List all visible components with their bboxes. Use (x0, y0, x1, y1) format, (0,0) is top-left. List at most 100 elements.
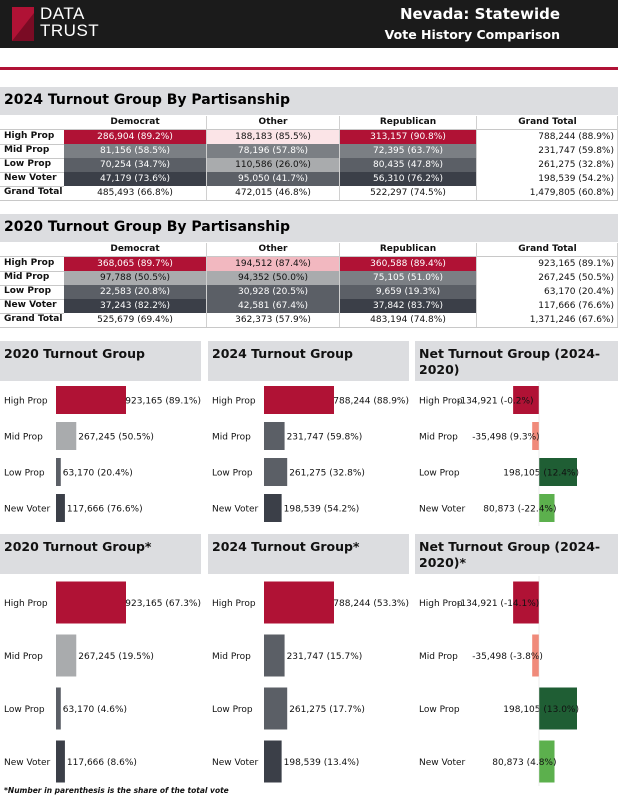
category-label: High Prop (419, 397, 463, 407)
column-divider (476, 243, 477, 327)
category-label: Low Prop (212, 469, 253, 479)
category-label: High Prop (4, 397, 48, 407)
table-cell: 30,928 (20.5%) (207, 285, 339, 299)
column-header: Democrat (110, 244, 160, 254)
panel-2020-share-title: 2020 Turnout Group* (0, 534, 201, 574)
data-label: 198,105 (12.4%) (503, 469, 579, 479)
panel-net-share-title: Net Turnout Group (2024-2020)* (415, 534, 618, 574)
bar (56, 687, 61, 730)
table-cell: 198,539 (54.2%) (477, 172, 618, 186)
bar (56, 386, 126, 414)
row-label: Grand Total (4, 187, 63, 197)
category-label: High Prop (419, 599, 463, 609)
bar (539, 687, 577, 730)
table-cell: 9,659 (19.3%) (340, 285, 476, 299)
table-cell: 261,275 (32.8%) (477, 158, 618, 172)
footnote: *Number in parenthesis is the share of t… (4, 786, 229, 795)
data-label: -35,498 (-3.8%) (472, 652, 543, 662)
table-cell: 110,586 (26.0%) (207, 158, 339, 172)
data-label: 923,165 (89.1%) (125, 397, 201, 407)
bar (56, 740, 65, 783)
data-label: -35,498 (9.3%) (472, 433, 540, 443)
table-cell: 75,105 (51.0%) (340, 271, 476, 285)
category-label: Mid Prop (419, 652, 458, 662)
bar (56, 422, 77, 450)
table-cell: 923,165 (89.1%) (477, 257, 618, 271)
category-label: New Voter (419, 505, 466, 515)
category-label: New Voter (4, 758, 51, 768)
table-cell: 42,581 (67.4%) (207, 299, 339, 313)
table-cell: 94,352 (50.0%) (207, 271, 339, 285)
table-2020-title: 2020 Turnout Group By Partisanship (0, 214, 618, 242)
category-label: New Voter (212, 505, 259, 515)
panel-2024-share-title: 2024 Turnout Group* (208, 534, 409, 574)
data-label: 923,165 (67.3%) (125, 599, 201, 609)
table-cell: 95,050 (41.7%) (207, 172, 339, 186)
logo-line-2: TRUST (40, 21, 100, 40)
bar (56, 458, 61, 486)
bar (264, 422, 285, 450)
table-cell: 70,254 (34.7%) (64, 158, 206, 172)
column-divider (476, 116, 477, 200)
data-label: -134,921 (-14.1%) (457, 599, 539, 609)
table-cell: 56,310 (76.2%) (340, 172, 476, 186)
column-header: Grand Total (518, 117, 577, 127)
row-label: Low Prop (4, 286, 52, 296)
table-cell: 80,435 (47.8%) (340, 158, 476, 172)
table-cell: 1,479,805 (60.8%) (477, 186, 618, 200)
table-cell: 267,245 (50.5%) (477, 271, 618, 285)
category-label: New Voter (4, 505, 51, 515)
table-cell: 188,183 (85.5%) (207, 130, 339, 144)
table-row: High Prop 368,065 (89.7%) 194,512 (87.4%) 3… (0, 257, 618, 271)
bar (513, 386, 539, 414)
column-divider (339, 243, 340, 327)
category-label: Low Prop (212, 705, 253, 715)
bar (532, 634, 539, 677)
row-label: Mid Prop (4, 272, 50, 282)
panel-net-title: Net Turnout Group (2024-2020) (415, 341, 618, 381)
table-cell: 368,065 (89.7%) (64, 257, 206, 271)
data-label: 267,245 (50.5%) (78, 433, 154, 443)
category-label: High Prop (4, 599, 48, 609)
data-label: 231,747 (59.8%) (287, 433, 363, 443)
table-cell: 78,196 (57.8%) (207, 144, 339, 158)
table-cell: 286,904 (89.2%) (64, 130, 206, 144)
table-cell: 117,666 (76.6%) (477, 299, 618, 313)
table-row: High Prop 286,904 (89.2%) 188,183 (85.5%) 3… (0, 130, 618, 144)
row-label: Mid Prop (4, 145, 50, 155)
data-label: 788,244 (53.3%) (333, 599, 409, 609)
page-title: Nevada: Statewide (399, 5, 560, 23)
logo-wordmark: DATA TRUST (40, 5, 99, 39)
table-cell: 72,395 (63.7%) (340, 144, 476, 158)
bar (264, 458, 288, 486)
column-header: Democrat (110, 117, 160, 127)
chart-2020-turnout: High Prop 923,165 (89.1%) Mid Prop 267,245 … (4, 386, 201, 522)
chart-2024-turnout-share: High Prop 788,244 (53.3%) Mid Prop 231,747 … (212, 581, 409, 783)
page-subtitle: Vote History Comparison (384, 27, 560, 42)
logo-line-1: DATA (40, 4, 85, 23)
table-cell: 1,371,246 (67.6%) (477, 313, 618, 327)
row-label: High Prop (4, 131, 55, 141)
column-header: Other (258, 244, 288, 254)
table-cell: 472,015 (46.8%) (207, 186, 339, 200)
category-label: Low Prop (419, 705, 460, 715)
panel-2020-title: 2020 Turnout Group (0, 341, 201, 381)
bar (264, 494, 282, 522)
category-label: New Voter (419, 758, 466, 768)
table-cell: 483,194 (74.8%) (340, 313, 476, 327)
header-divider-line (0, 129, 618, 130)
row-label: Low Prop (4, 159, 52, 169)
report-header: DATA TRUST Nevada: Statewide Vote Histor… (0, 0, 618, 48)
row-divider (0, 199, 618, 201)
table-cell: 313,157 (90.8%) (340, 130, 476, 144)
column-divider (206, 116, 207, 200)
bar (264, 740, 282, 783)
data-label: 261,275 (32.8%) (289, 469, 365, 479)
table-row: Grand Total 525,679 (69.4%) 362,373 (57.9%… (0, 313, 618, 327)
chart-2024-turnout: High Prop 788,244 (88.9%) Mid Prop 231,747 … (212, 386, 409, 522)
data-label: 63,170 (20.4%) (63, 469, 133, 479)
category-label: Low Prop (419, 469, 460, 479)
table-cell: 37,842 (83.7%) (340, 299, 476, 313)
table-row: Mid Prop 97,788 (50.5%) 94,352 (50.0%) 75,1… (0, 271, 618, 285)
data-trust-logo-icon (12, 7, 34, 41)
